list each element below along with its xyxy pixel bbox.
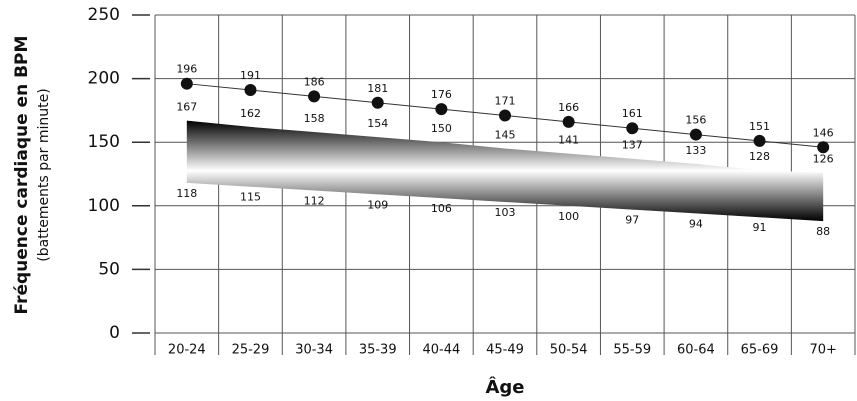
y-tick-label: 50 [98, 259, 120, 279]
value-label: 156 [685, 114, 706, 127]
x-tick-label: 65-69 [741, 343, 779, 358]
y-tick-label: 150 [88, 132, 120, 152]
value-label: 115 [240, 191, 261, 204]
max-rate-dot [180, 77, 193, 90]
value-label: 171 [495, 94, 516, 107]
max-rate-dot [753, 134, 766, 147]
value-label: 133 [685, 144, 706, 157]
x-tick-label: 45-49 [486, 343, 524, 358]
value-label: 196 [176, 63, 197, 76]
value-label: 103 [495, 206, 516, 219]
x-tick-label: 20-24 [168, 343, 206, 358]
max-rate-dot [689, 128, 702, 141]
value-label: 109 [367, 198, 388, 211]
y-tick-label: 200 [88, 69, 120, 89]
training-zone-band [186, 120, 824, 222]
value-label: 146 [813, 126, 834, 139]
y-tick-label: 0 [109, 323, 120, 343]
x-tick-label: 25-29 [232, 343, 270, 358]
value-label: 162 [240, 107, 261, 120]
value-label: 128 [749, 150, 770, 163]
value-label: 126 [813, 153, 834, 166]
value-label: 145 [495, 129, 516, 142]
value-label: 137 [622, 139, 643, 152]
value-label: 166 [558, 101, 579, 114]
x-tick-label: 40-44 [422, 343, 460, 358]
value-label: 112 [304, 195, 325, 208]
value-label: 100 [558, 210, 579, 223]
value-label: 118 [176, 187, 197, 200]
max-rate-dot [626, 122, 639, 135]
max-rate-dot [244, 84, 257, 97]
y-tick-label: 100 [88, 196, 120, 216]
max-rate-dot [499, 109, 511, 122]
value-label: 141 [558, 134, 579, 147]
value-label: 150 [431, 122, 452, 135]
x-tick-label: 35-39 [359, 343, 397, 358]
value-label: 186 [304, 75, 325, 88]
x-tick-label: 70+ [809, 343, 836, 358]
max-rate-dot [371, 96, 384, 109]
value-label: 97 [625, 214, 639, 227]
x-tick-label: 60-64 [677, 343, 715, 358]
y-axis-subtitle: (battements par minute) [36, 88, 52, 261]
value-label: 191 [240, 69, 261, 82]
value-label: 176 [431, 88, 452, 101]
y-axis-title: Fréquence cardiaque en BPM [12, 36, 32, 315]
value-label: 161 [622, 107, 643, 120]
max-rate-dot [817, 141, 830, 154]
x-tick-label: 30-34 [295, 343, 333, 358]
value-label: 151 [749, 120, 770, 133]
value-label: 106 [431, 202, 452, 215]
x-tick-label: 55-59 [613, 343, 651, 358]
max-rate-dot [435, 103, 448, 116]
x-axis-title: Âge [485, 376, 524, 398]
value-label: 91 [753, 221, 767, 234]
y-tick-label: 250 [88, 5, 120, 25]
max-rate-dot [562, 115, 575, 128]
max-rate-dot [308, 90, 321, 103]
value-label: 94 [689, 217, 703, 230]
value-label: 88 [816, 225, 830, 238]
value-label: 181 [367, 82, 388, 95]
value-label: 167 [176, 101, 197, 114]
value-label: 154 [367, 117, 388, 130]
x-tick-label: 50-54 [550, 343, 588, 358]
value-label: 158 [304, 112, 325, 125]
